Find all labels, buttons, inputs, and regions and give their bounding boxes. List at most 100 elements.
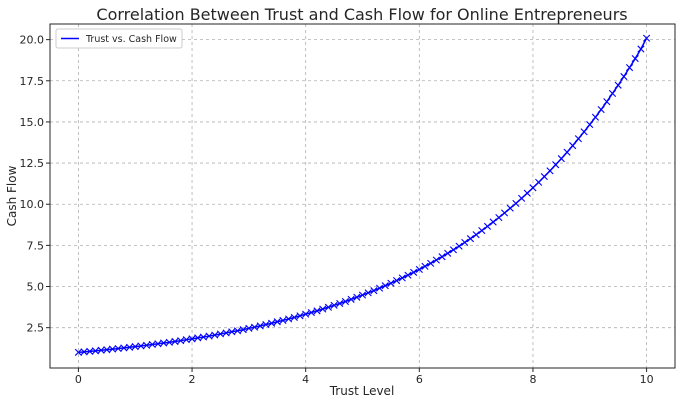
- data-point: [421, 262, 429, 270]
- data-point: [387, 279, 395, 287]
- data-point: [375, 284, 384, 292]
- x-tick-label: 0: [75, 373, 82, 386]
- data-point: [466, 235, 475, 243]
- data-point: [154, 340, 162, 348]
- legend-series-label: Trust vs. Cash Flow: [85, 34, 177, 45]
- data-point: [358, 291, 367, 299]
- data-point: [319, 305, 327, 313]
- data-point: [199, 333, 207, 341]
- data-point: [444, 249, 452, 257]
- data-point: [296, 312, 304, 320]
- data-point: [239, 326, 247, 334]
- data-point: [557, 155, 565, 163]
- data-point: [143, 341, 151, 349]
- data-point: [336, 299, 344, 308]
- data-point: [370, 287, 378, 295]
- data-point: [455, 242, 463, 250]
- data-point: [330, 301, 338, 309]
- data-point: [569, 142, 577, 150]
- y-tick-label: 20.0: [20, 34, 45, 47]
- data-point: [256, 322, 264, 330]
- data-point: [194, 334, 202, 342]
- y-tick-label: 17.5: [20, 75, 45, 88]
- data-point: [205, 332, 213, 340]
- data-point: [483, 222, 492, 230]
- data-point: [438, 253, 446, 261]
- data-point: [290, 313, 298, 322]
- data-point: [563, 148, 571, 156]
- data-point: [591, 113, 600, 121]
- data-point: [495, 213, 503, 222]
- data-point: [86, 347, 94, 355]
- data-point: [637, 45, 645, 53]
- y-tick-label: 15.0: [20, 116, 45, 129]
- data-point: [381, 282, 389, 290]
- x-tick-label: 10: [640, 373, 654, 386]
- y-tick-label: 10.0: [20, 198, 45, 211]
- data-point: [211, 331, 219, 339]
- data-point: [108, 345, 117, 353]
- data-point: [97, 346, 105, 354]
- data-point: [262, 320, 270, 329]
- data-point: [415, 265, 423, 273]
- data-point: [472, 231, 480, 239]
- data-point: [512, 199, 520, 207]
- y-tick-label: 5.0: [27, 281, 45, 294]
- data-point: [228, 328, 236, 336]
- data-point: [506, 204, 514, 212]
- data-point: [182, 336, 190, 344]
- data-point: [364, 289, 372, 297]
- data-point: [398, 274, 406, 282]
- data-point: [313, 307, 321, 315]
- legend: Trust vs. Cash Flow: [55, 28, 183, 49]
- data-point: [449, 246, 457, 254]
- data-point: [620, 72, 628, 81]
- data-point: [324, 303, 332, 311]
- data-point: [608, 89, 617, 98]
- data-point: [268, 319, 276, 327]
- data-point: [535, 178, 543, 186]
- data-point: [177, 337, 185, 345]
- data-series: [74, 34, 651, 356]
- data-point: [74, 348, 82, 356]
- y-tick-label: 7.5: [27, 239, 45, 252]
- data-point: [285, 315, 293, 323]
- data-point: [302, 310, 310, 318]
- data-point: [80, 348, 88, 356]
- data-point: [410, 268, 418, 276]
- grid: [50, 24, 675, 368]
- data-point: [353, 293, 361, 301]
- data-point: [603, 98, 611, 106]
- data-point: [347, 295, 355, 303]
- chart-title: Correlation Between Trust and Cash Flow …: [96, 5, 627, 24]
- axes: [49, 23, 676, 369]
- x-axis-ticks: 0 2 4 6 8 10: [75, 368, 654, 386]
- data-point: [614, 81, 622, 89]
- data-point: [518, 194, 526, 202]
- data-point: [523, 189, 531, 197]
- x-tick-label: 6: [416, 373, 423, 386]
- data-point: [625, 64, 634, 72]
- data-point: [188, 335, 196, 343]
- x-tick-label: 8: [529, 373, 536, 386]
- data-point: [393, 277, 401, 285]
- data-point: [574, 135, 582, 143]
- y-axis-ticks: 2.5 5.0 7.5 10.0 12.5 15.0 17.5 20.0: [20, 34, 50, 335]
- data-point: [222, 329, 230, 337]
- data-point: [500, 209, 509, 217]
- data-point: [489, 218, 497, 226]
- data-point: [540, 172, 548, 181]
- data-point: [165, 338, 173, 346]
- y-axis-label: Cash Flow: [5, 165, 19, 226]
- legend-box: [55, 28, 183, 49]
- data-point: [404, 271, 412, 279]
- data-point: [279, 316, 287, 325]
- data-point: [552, 161, 560, 169]
- data-point: [250, 323, 259, 331]
- data-point: [171, 337, 179, 346]
- y-tick-label: 2.5: [27, 322, 45, 335]
- data-point: [580, 128, 588, 136]
- data-point: [307, 308, 315, 317]
